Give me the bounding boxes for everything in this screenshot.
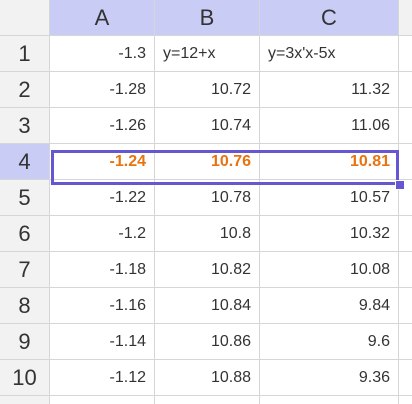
row-header-partial	[0, 396, 50, 404]
cell-c3[interactable]: 11.06	[260, 108, 399, 144]
cell-b9[interactable]: 10.86	[155, 324, 260, 360]
row-filler	[399, 144, 412, 180]
row-header-1[interactable]: 1	[0, 36, 50, 72]
row-header-5[interactable]: 5	[0, 180, 50, 216]
cell-b7[interactable]: 10.82	[155, 252, 260, 288]
cell-b1[interactable]: y=12+x	[155, 36, 260, 72]
column-header-a[interactable]: A	[50, 0, 155, 36]
cell-a5[interactable]: -1.22	[50, 180, 155, 216]
row-filler	[399, 72, 412, 108]
cell-c6[interactable]: 10.32	[260, 216, 399, 252]
cell-b8[interactable]: 10.84	[155, 288, 260, 324]
row-header-7[interactable]: 7	[0, 252, 50, 288]
cell-a10[interactable]: -1.12	[50, 360, 155, 396]
row-filler	[399, 396, 412, 404]
cell-b5[interactable]: 10.78	[155, 180, 260, 216]
cell-c8[interactable]: 9.84	[260, 288, 399, 324]
cell-a8[interactable]: -1.16	[50, 288, 155, 324]
cell-a2[interactable]: -1.28	[50, 72, 155, 108]
cell-partial	[50, 396, 155, 404]
cell-partial	[260, 396, 399, 404]
row-filler	[399, 288, 412, 324]
cell-a3[interactable]: -1.26	[50, 108, 155, 144]
cell-c7[interactable]: 10.08	[260, 252, 399, 288]
cell-c2[interactable]: 11.32	[260, 72, 399, 108]
cell-b4[interactable]: 10.76	[155, 144, 260, 180]
column-header-b[interactable]: B	[155, 0, 260, 36]
row-filler	[399, 108, 412, 144]
cell-partial	[155, 396, 260, 404]
cell-b2[interactable]: 10.72	[155, 72, 260, 108]
corner-cell[interactable]	[0, 0, 50, 36]
row-header-8[interactable]: 8	[0, 288, 50, 324]
row-filler	[399, 324, 412, 360]
row-header-4[interactable]: 4	[0, 144, 50, 180]
column-header-c[interactable]: C	[260, 0, 399, 36]
cell-c1[interactable]: y=3x'x-5x	[260, 36, 399, 72]
cell-c4[interactable]: 10.81	[260, 144, 399, 180]
fill-handle[interactable]	[395, 180, 405, 190]
row-header-2[interactable]: 2	[0, 72, 50, 108]
row-header-10[interactable]: 10	[0, 360, 50, 396]
row-filler	[399, 36, 412, 72]
cell-a4[interactable]: -1.24	[50, 144, 155, 180]
cell-c10[interactable]: 9.36	[260, 360, 399, 396]
column-header-filler	[399, 0, 412, 36]
row-header-3[interactable]: 3	[0, 108, 50, 144]
cell-a6[interactable]: -1.2	[50, 216, 155, 252]
cell-c9[interactable]: 9.6	[260, 324, 399, 360]
row-header-6[interactable]: 6	[0, 216, 50, 252]
cell-a9[interactable]: -1.14	[50, 324, 155, 360]
row-filler	[399, 216, 412, 252]
row-header-9[interactable]: 9	[0, 324, 50, 360]
cell-b10[interactable]: 10.88	[155, 360, 260, 396]
cell-a1[interactable]: -1.3	[50, 36, 155, 72]
cell-a7[interactable]: -1.18	[50, 252, 155, 288]
row-filler	[399, 360, 412, 396]
row-filler	[399, 252, 412, 288]
cell-b3[interactable]: 10.74	[155, 108, 260, 144]
cell-c5[interactable]: 10.57	[260, 180, 399, 216]
cell-b6[interactable]: 10.8	[155, 216, 260, 252]
